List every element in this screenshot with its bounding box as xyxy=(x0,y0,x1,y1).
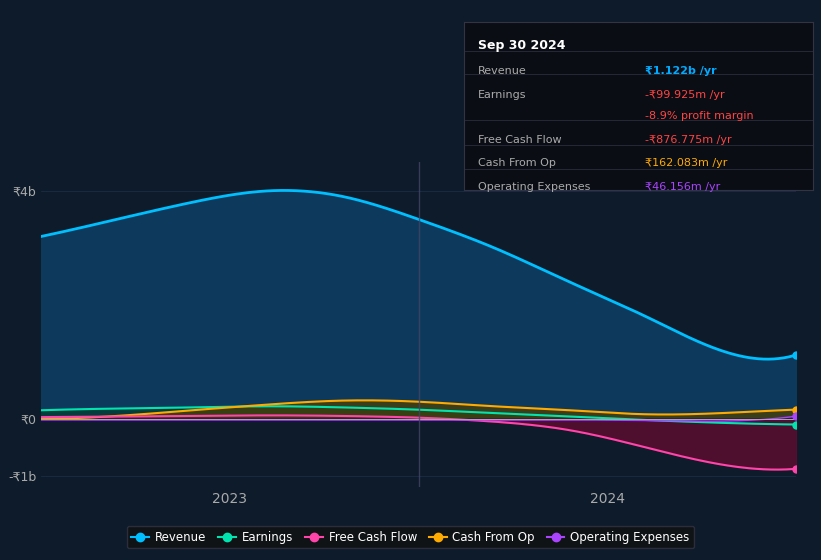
Legend: Revenue, Earnings, Free Cash Flow, Cash From Op, Operating Expenses: Revenue, Earnings, Free Cash Flow, Cash … xyxy=(126,526,695,548)
Text: -₹876.775m /yr: -₹876.775m /yr xyxy=(645,135,732,145)
Text: Cash From Op: Cash From Op xyxy=(478,158,556,169)
Text: Sep 30 2024: Sep 30 2024 xyxy=(478,39,566,52)
Text: Free Cash Flow: Free Cash Flow xyxy=(478,135,562,145)
Text: ₹1.122b /yr: ₹1.122b /yr xyxy=(645,66,717,76)
Text: -₹99.925m /yr: -₹99.925m /yr xyxy=(645,90,725,100)
Text: -8.9% profit margin: -8.9% profit margin xyxy=(645,111,754,122)
Text: Revenue: Revenue xyxy=(478,66,526,76)
Text: Earnings: Earnings xyxy=(478,90,526,100)
Text: ₹162.083m /yr: ₹162.083m /yr xyxy=(645,158,727,169)
Text: ₹46.156m /yr: ₹46.156m /yr xyxy=(645,182,721,192)
Text: Operating Expenses: Operating Expenses xyxy=(478,182,590,192)
